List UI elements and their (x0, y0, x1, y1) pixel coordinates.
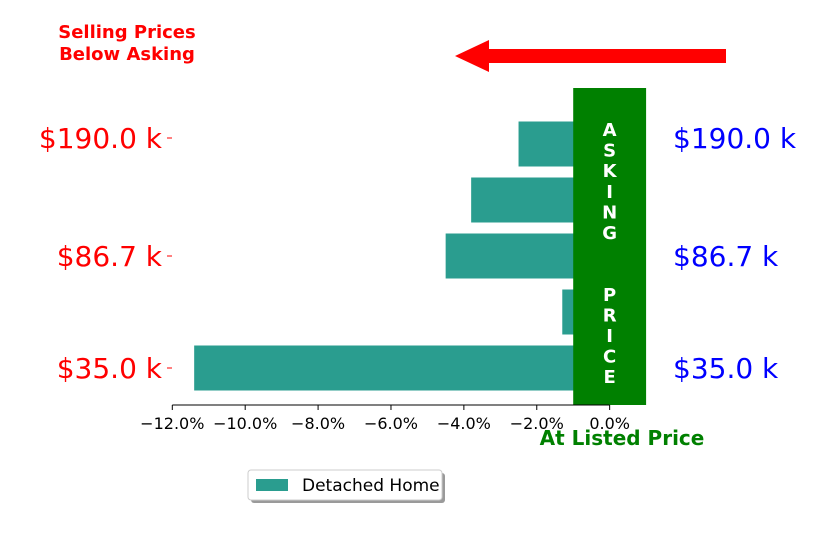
right-price-label: $35.0 k (673, 352, 779, 385)
x-tick-label: 0.0% (589, 414, 630, 433)
left-price-label: $190.0 k (39, 122, 163, 155)
band-letter: G (602, 223, 617, 244)
band-letter: N (602, 202, 617, 223)
band-letter: S (603, 141, 616, 162)
left-price-label: $35.0 k (57, 352, 163, 385)
band-letter: E (604, 367, 616, 388)
x-axis: −12.0% −10.0% −8.0% −6.0% −4.0% −2.0% 0.0% (140, 404, 630, 433)
legend-swatch-detached-home (256, 479, 288, 491)
x-tick-label: −6.0% (364, 414, 418, 433)
left-price-label: $86.7 k (57, 240, 163, 273)
left-arrow-icon (455, 40, 726, 72)
annotation-below-asking: Below Asking (59, 44, 195, 65)
band-letter: K (603, 161, 618, 182)
x-tick-label: −12.0% (140, 414, 204, 433)
asking-price-band (573, 88, 647, 405)
x-tick-label: −8.0% (291, 414, 345, 433)
bar-1 (194, 345, 610, 391)
annotation-at-listed-price: At Listed Price (540, 426, 705, 450)
band-letter: I (606, 326, 613, 347)
band-letter: A (603, 120, 617, 141)
band-letter: R (603, 305, 617, 326)
x-tick-label: −10.0% (213, 414, 277, 433)
legend: Detached Home (247, 469, 445, 503)
right-price-label: $190.0 k (673, 122, 797, 155)
left-price-labels: $35.0 k $86.7 k $190.0 k (39, 122, 172, 385)
bars-group (194, 121, 610, 391)
x-tick-label: −4.0% (437, 414, 491, 433)
x-tick-label: −2.0% (510, 414, 564, 433)
right-price-labels: $35.0 k $86.7 k $190.0 k (673, 122, 797, 385)
right-price-label: $86.7 k (673, 240, 779, 273)
band-letter: I (606, 182, 613, 203)
band-letter: P (603, 285, 616, 306)
legend-label-detached-home: Detached Home (302, 476, 440, 496)
band-letter: C (603, 347, 616, 368)
annotation-selling-prices: Selling Prices (58, 22, 195, 43)
legend-frame (247, 469, 443, 501)
